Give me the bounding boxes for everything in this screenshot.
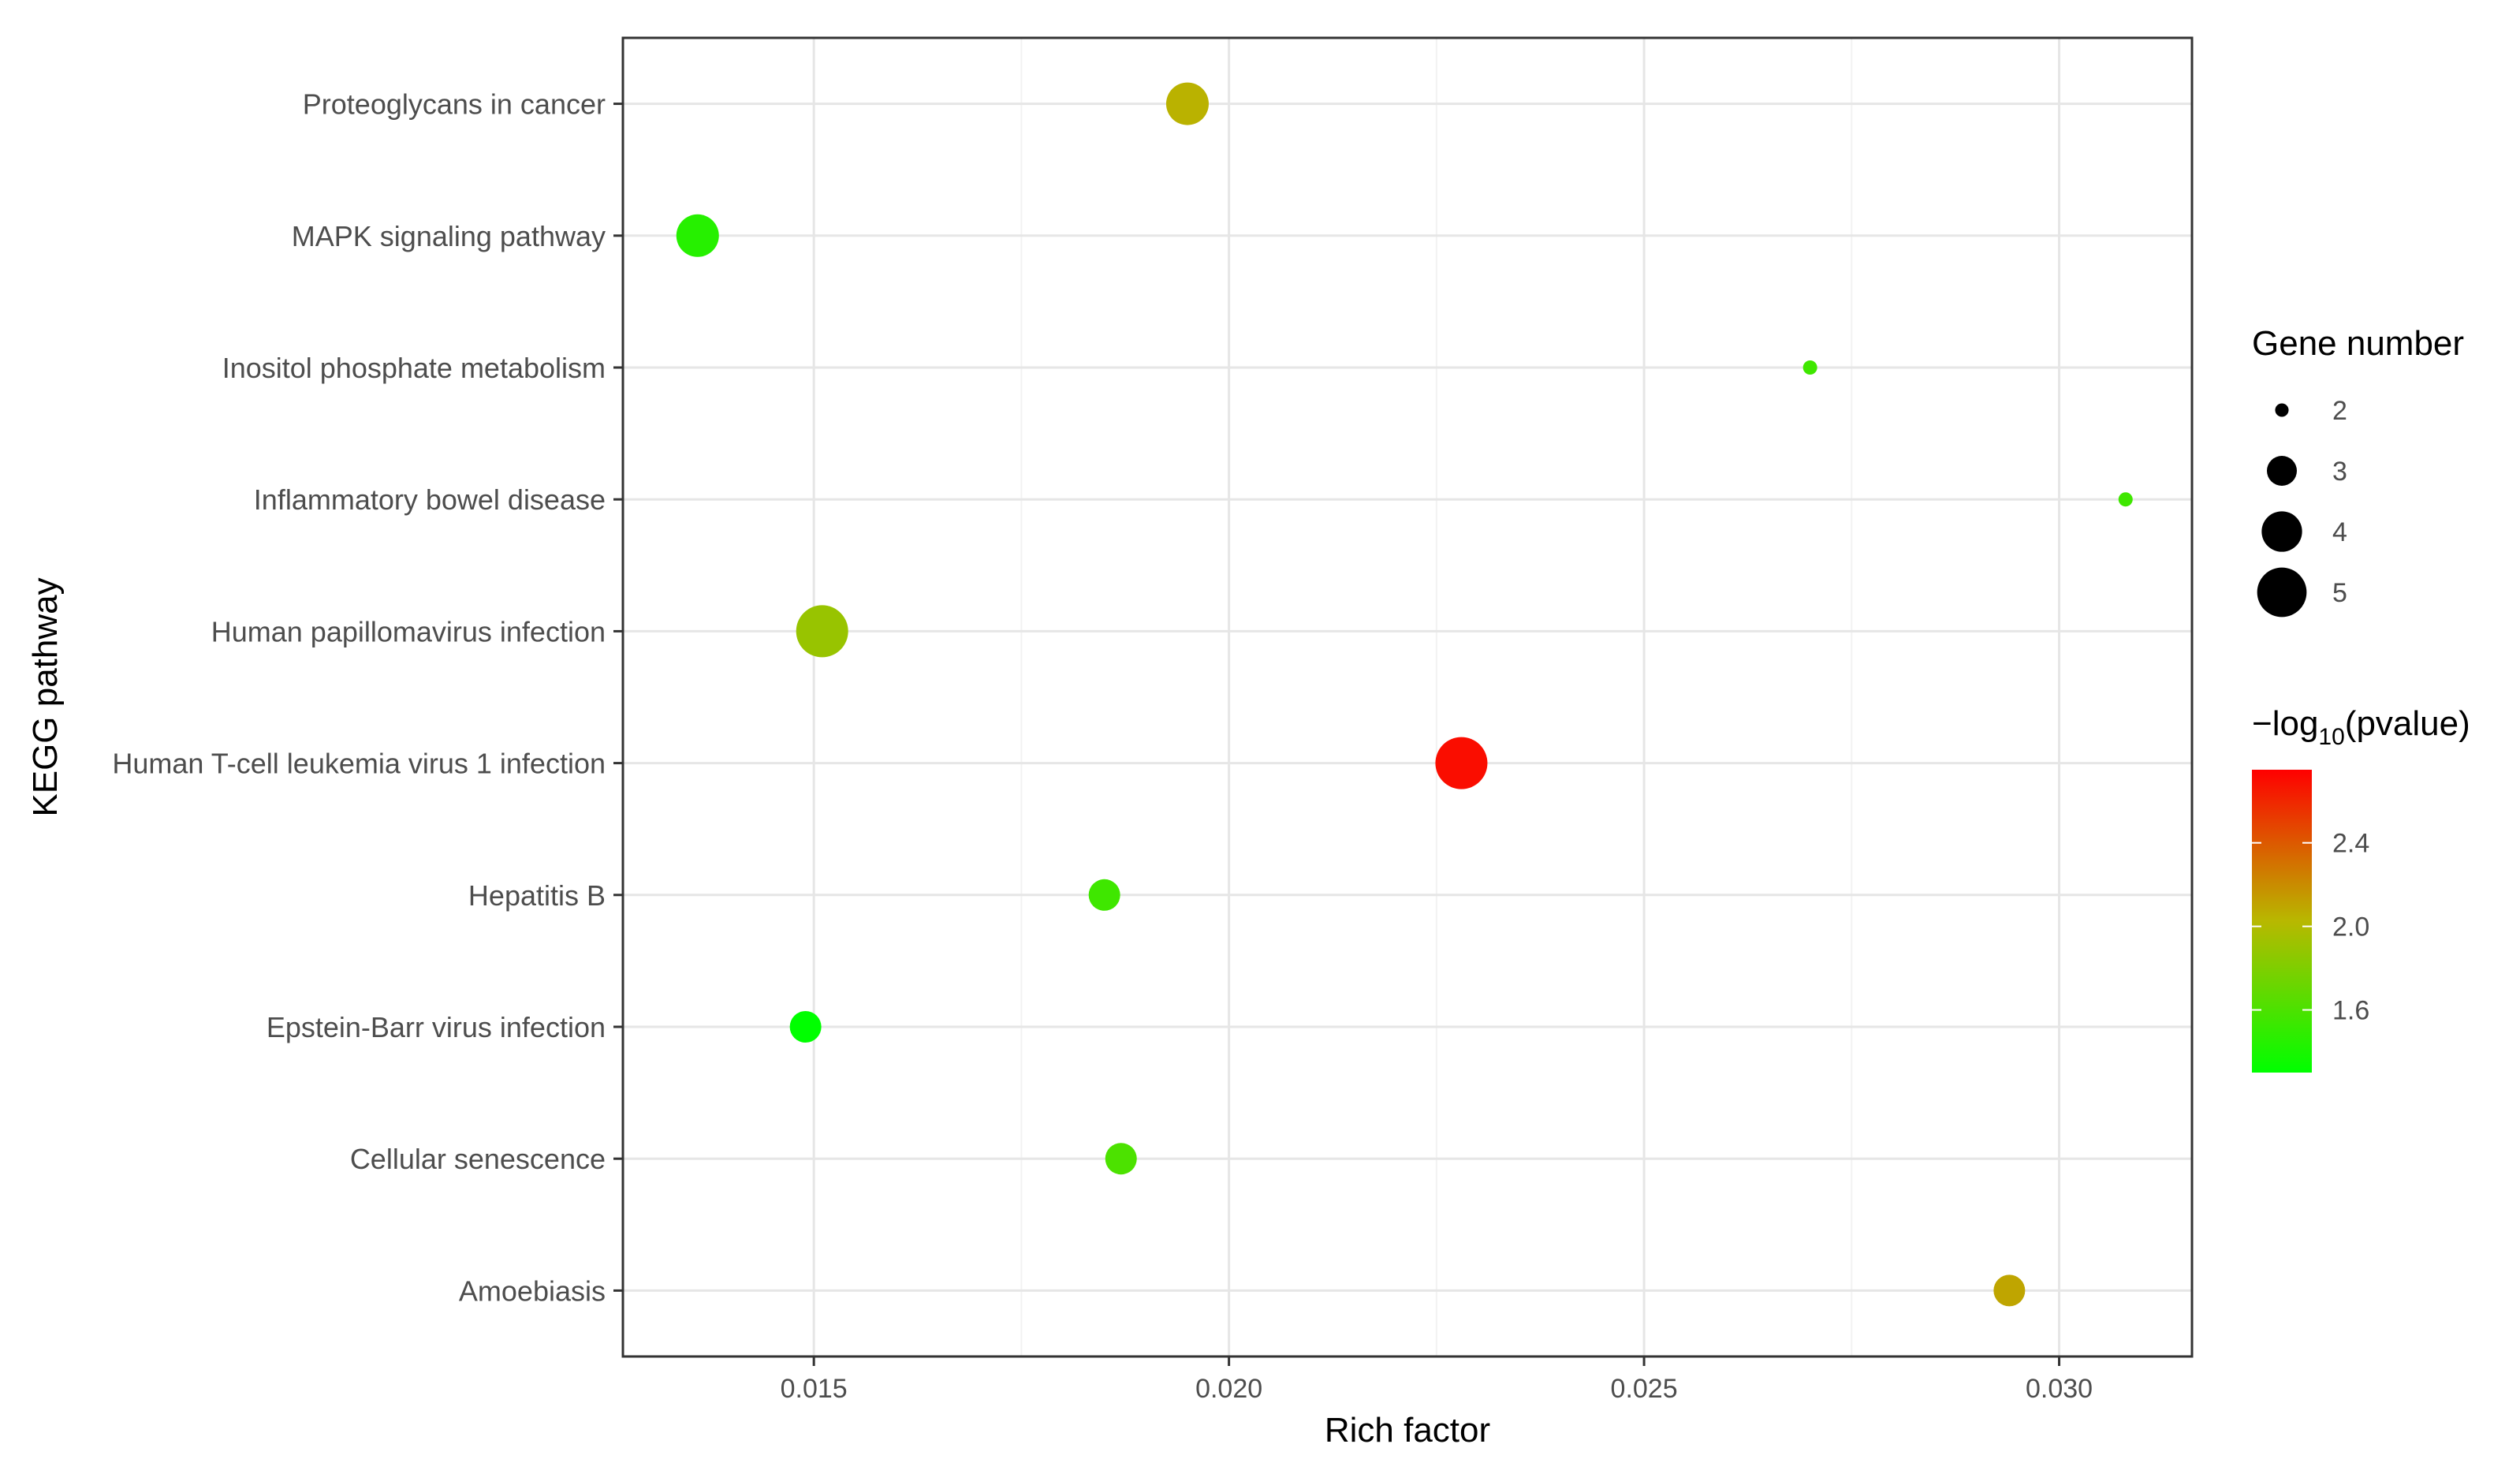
data-point — [1165, 82, 1209, 125]
size-legend: 2 3 4 5 — [2257, 396, 2347, 618]
data-point — [796, 605, 848, 658]
data-point — [676, 214, 719, 257]
x-axis-ticks: 0.015 0.020 0.025 0.030 — [781, 1356, 2093, 1404]
color-legend-tick-label: 2.0 — [2332, 912, 2369, 942]
y-tick-label: Hepatitis B — [468, 879, 606, 912]
y-axis-title: KEGG pathway — [26, 577, 65, 816]
size-legend-key — [2275, 403, 2289, 417]
y-tick-label: Human T-cell leukemia virus 1 infection — [112, 748, 606, 780]
color-legend-ticks: 1.6 2.0 2.4 — [2252, 829, 2369, 1026]
size-legend-label: 4 — [2332, 517, 2347, 547]
data-points — [676, 82, 2133, 1307]
data-point — [1993, 1274, 2026, 1307]
x-tick-label: 0.015 — [781, 1374, 848, 1404]
data-point — [1088, 879, 1120, 911]
size-legend-key — [2257, 567, 2307, 618]
data-point — [1802, 360, 1817, 375]
y-tick-label: MAPK signaling pathway — [292, 220, 606, 252]
color-legend-tick-label: 1.6 — [2332, 996, 2369, 1026]
data-point — [1435, 737, 1488, 789]
data-point — [2118, 492, 2133, 507]
y-tick-label: Cellular senescence — [350, 1143, 606, 1175]
size-legend-title: Gene number — [2252, 324, 2464, 363]
size-legend-label: 2 — [2332, 396, 2347, 426]
color-legend-bar — [2252, 770, 2312, 1073]
y-axis-ticks: Proteoglycans in cancer MAPK signaling pa… — [112, 88, 623, 1307]
size-legend-key — [2261, 511, 2302, 552]
color-legend-title-subscript: 10 — [2318, 724, 2344, 750]
y-tick-label: Human papillomavirus infection — [211, 615, 606, 647]
data-point — [1105, 1143, 1137, 1175]
size-legend-key — [2267, 456, 2297, 486]
color-legend-tick-label: 2.4 — [2332, 829, 2369, 859]
y-tick-label: Epstein-Barr virus infection — [267, 1011, 606, 1043]
plot-background — [623, 38, 2192, 1356]
x-axis-title: Rich factor — [1325, 1411, 1490, 1450]
y-tick-label: Amoebiasis — [459, 1274, 606, 1307]
data-point — [789, 1011, 822, 1043]
x-tick-label: 0.020 — [1195, 1374, 1262, 1404]
x-tick-label: 0.030 — [2026, 1374, 2093, 1404]
color-legend-title: −log10(pvalue) — [2252, 704, 2470, 750]
x-tick-label: 0.025 — [1611, 1374, 1678, 1404]
color-legend-title-suffix: (pvalue) — [2345, 704, 2470, 743]
y-tick-label: Proteoglycans in cancer — [303, 88, 606, 121]
size-legend-label: 5 — [2332, 578, 2347, 608]
color-legend-title-prefix: −log — [2252, 704, 2318, 743]
y-tick-label: Inflammatory bowel disease — [254, 483, 606, 516]
plot-border — [621, 36, 2194, 1358]
y-tick-label: Inositol phosphate metabolism — [222, 352, 606, 384]
grid-lines — [623, 38, 2192, 1356]
size-legend-label: 3 — [2332, 457, 2347, 487]
